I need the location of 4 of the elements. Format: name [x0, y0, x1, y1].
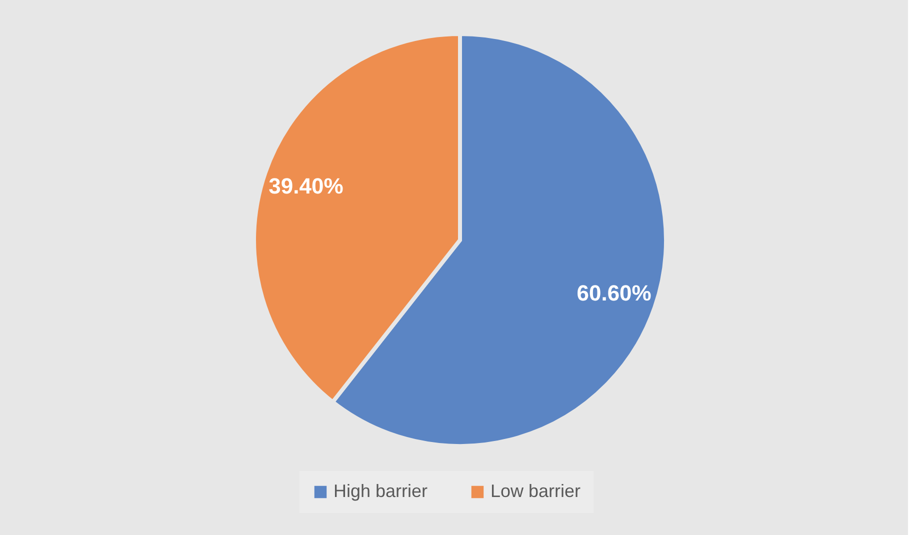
data-label: 39.40%	[268, 174, 344, 199]
legend-label: High barrier	[334, 481, 428, 501]
data-label: 60.60%	[576, 280, 652, 306]
legend-label: Low barrier	[490, 481, 581, 501]
